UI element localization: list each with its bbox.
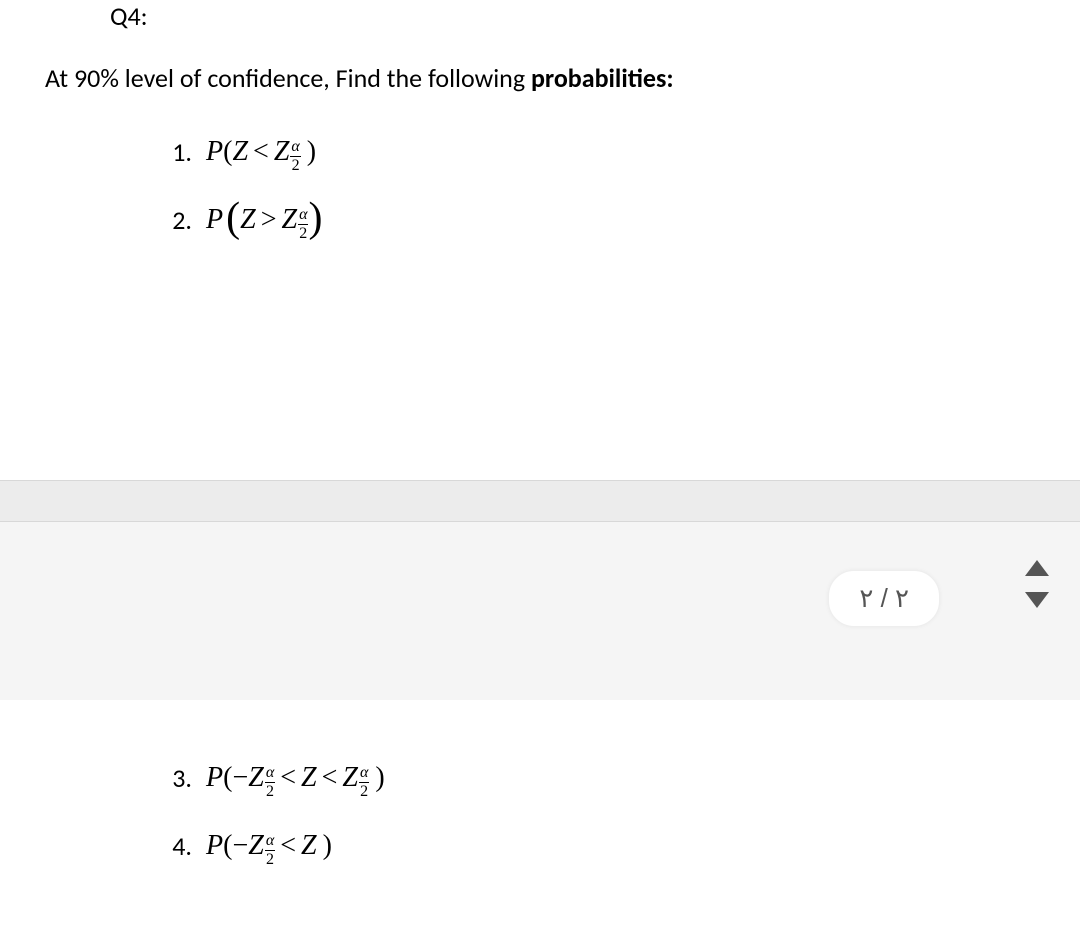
- item-number: 1.: [150, 136, 206, 168]
- question-label: Q4:: [110, 0, 1040, 32]
- subscript-alpha-over-2: α2: [290, 139, 300, 174]
- page-up-icon[interactable]: [1025, 560, 1049, 576]
- page-indicator: ٢ / ٢: [828, 570, 940, 627]
- question-prompt: At 90% level of confidence, Find the fol…: [45, 62, 1040, 94]
- page-gap: [0, 480, 1080, 522]
- subscript-alpha-over-2: α2: [298, 207, 308, 242]
- list-item: 1. P(Z < Zα2 ): [150, 124, 1040, 180]
- item-number: 4.: [150, 830, 206, 862]
- page-down-icon[interactable]: [1025, 592, 1049, 608]
- subscript-alpha-over-2: α2: [265, 833, 275, 868]
- list-item: 3. P(−Zα2 < Z < Zα2 ): [150, 750, 1040, 806]
- math-expression-1: P(Z < Zα2 ): [206, 131, 316, 174]
- item-number: 2.: [150, 204, 206, 236]
- items-list-bottom: 3. P(−Zα2 < Z < Zα2 ) 4. P(−Zα2 < Z ): [150, 750, 1040, 874]
- prompt-bold: probabilities:: [531, 62, 674, 94]
- page-top-fragment: Q4: At 90% level of confidence, Find the…: [0, 0, 1080, 480]
- page-nav-arrows: [1012, 560, 1062, 608]
- math-expression-3: P(−Zα2 < Z < Zα2 ): [206, 757, 385, 800]
- items-list-top: 1. P(Z < Zα2 ) 2. P ( Z > Zα2 ): [150, 124, 1040, 248]
- prompt-prefix: At 90% level of confidence, Find the fol…: [45, 62, 531, 94]
- math-expression-4: P(−Zα2 < Z ): [206, 825, 332, 868]
- item-number: 3.: [150, 762, 206, 794]
- list-item: 4. P(−Zα2 < Z ): [150, 818, 1040, 874]
- page-bottom-fragment: 3. P(−Zα2 < Z < Zα2 ) 4. P(−Zα2 < Z ): [0, 700, 1080, 944]
- math-expression-2: P ( Z > Zα2 ): [206, 196, 322, 244]
- subscript-alpha-over-2: α2: [265, 765, 275, 800]
- subscript-alpha-over-2: α2: [359, 765, 369, 800]
- list-item: 2. P ( Z > Zα2 ): [150, 192, 1040, 248]
